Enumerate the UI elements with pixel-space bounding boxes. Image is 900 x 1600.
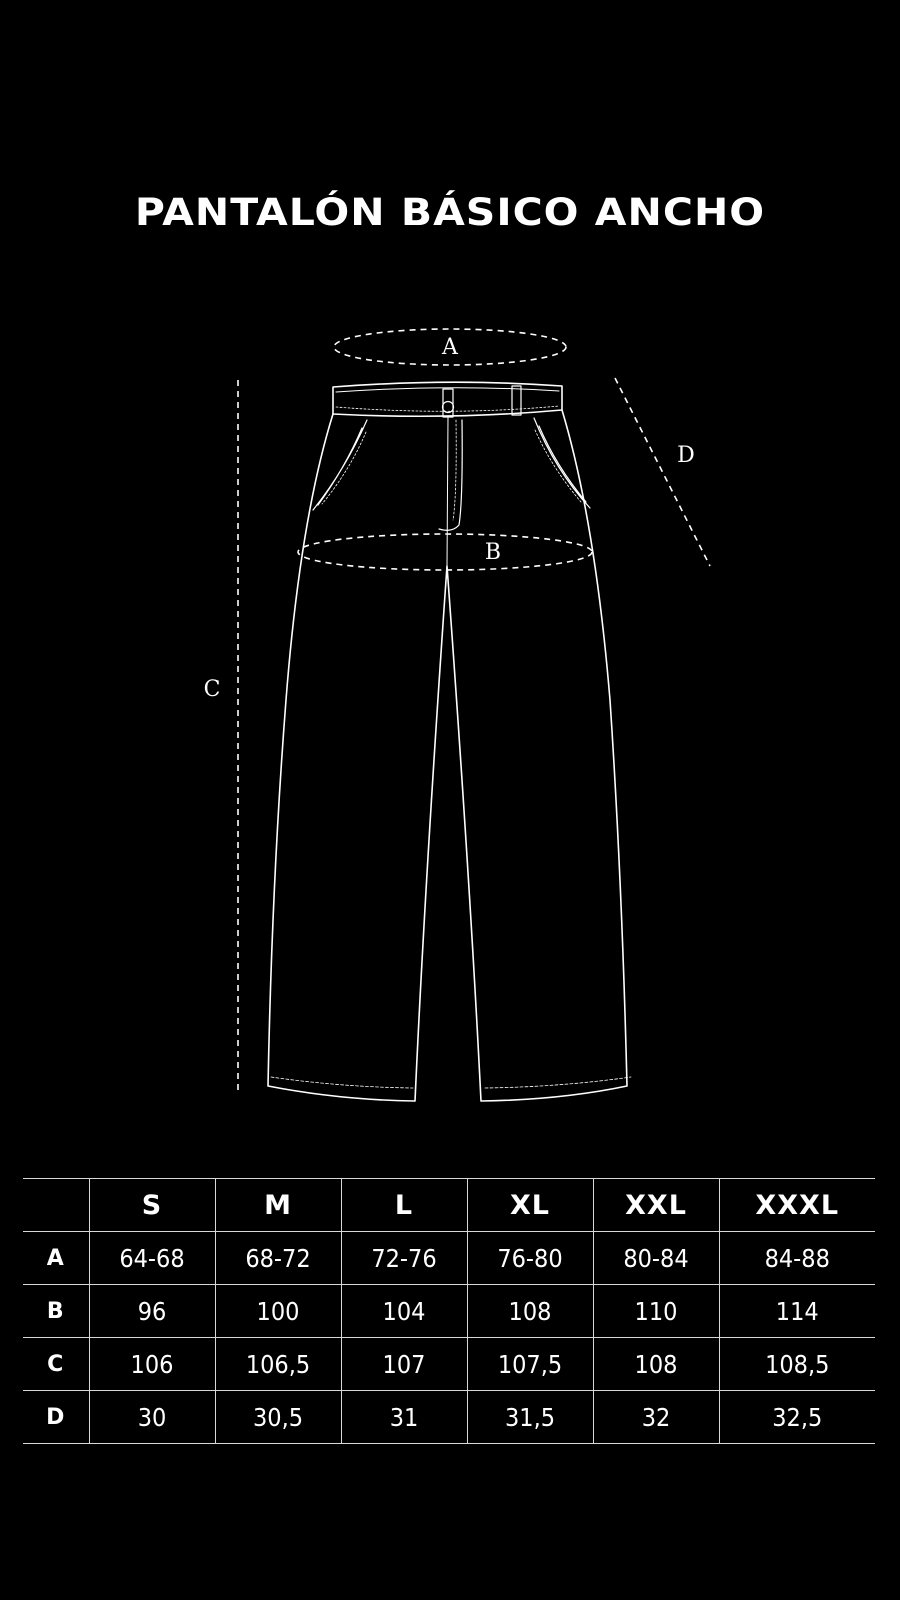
fly-seam xyxy=(438,419,463,531)
table-row: B 96 100 104 108 110 114 xyxy=(23,1284,875,1338)
row-label: C xyxy=(23,1337,89,1391)
size-header: XL xyxy=(466,1178,593,1232)
table-cell: 108,5 xyxy=(718,1337,875,1391)
table-cell: 30,5 xyxy=(214,1390,341,1444)
button xyxy=(441,400,455,414)
measure-a-label: A xyxy=(441,335,459,360)
measure-c-label: C xyxy=(204,677,221,702)
measure-b-guide xyxy=(297,533,593,571)
hem-stitch-right xyxy=(484,1076,632,1089)
center-seam xyxy=(446,416,449,567)
size-table: S M L XL XXL XXXL A 64-68 68-72 72-76 76… xyxy=(23,1178,875,1444)
measure-d-label: D xyxy=(677,443,695,468)
table-cell: 31,5 xyxy=(466,1390,593,1444)
table-cell: 30 xyxy=(88,1390,215,1444)
table-cell: 108 xyxy=(466,1284,593,1338)
table-cell: 68-72 xyxy=(214,1231,341,1285)
table-cell: 104 xyxy=(340,1284,467,1338)
table-cell: 100 xyxy=(214,1284,341,1338)
row-label: D xyxy=(23,1390,89,1444)
table-cell: 76-80 xyxy=(466,1231,593,1285)
pocket-right xyxy=(533,417,591,509)
measure-a-guide xyxy=(333,328,567,366)
size-header: XXL xyxy=(592,1178,719,1232)
page-title: PANTALÓN BÁSICO ANCHO xyxy=(134,189,766,235)
table-cell: 31 xyxy=(340,1390,467,1444)
table-row: C 106 106,5 107 107,5 108 108,5 xyxy=(23,1337,875,1391)
belt-loop xyxy=(511,385,522,416)
fly-stitch xyxy=(452,419,457,521)
size-header: L xyxy=(340,1178,467,1232)
table-cell: 107 xyxy=(340,1337,467,1391)
table-cell: 107,5 xyxy=(466,1337,593,1391)
row-label: B xyxy=(23,1284,89,1338)
measure-d-guide xyxy=(614,377,711,567)
corner-cell xyxy=(23,1178,89,1232)
measure-b-label: B xyxy=(485,540,501,565)
hem-stitch-left xyxy=(270,1076,414,1089)
table-cell: 114 xyxy=(718,1284,875,1338)
table-cell: 32,5 xyxy=(718,1390,875,1444)
table-cell: 64-68 xyxy=(88,1231,215,1285)
waistband-bottom-stitch xyxy=(335,405,560,412)
size-header: XXXL xyxy=(718,1178,875,1232)
pants-diagram: A B C D xyxy=(203,328,711,1102)
table-cell: 108 xyxy=(592,1337,719,1391)
table-cell: 80-84 xyxy=(592,1231,719,1285)
table-row: D 30 30,5 31 31,5 32 32,5 xyxy=(23,1390,875,1444)
table-cell: 110 xyxy=(592,1284,719,1338)
table-row: A 64-68 68-72 72-76 76-80 80-84 84-88 xyxy=(23,1231,875,1285)
row-label: A xyxy=(23,1231,89,1285)
size-header: M xyxy=(214,1178,341,1232)
table-cell: 72-76 xyxy=(340,1231,467,1285)
table-cell: 32 xyxy=(592,1390,719,1444)
table-cell: 96 xyxy=(88,1284,215,1338)
pocket-right-stitch xyxy=(534,429,582,503)
waistband-top-edge xyxy=(335,387,560,393)
table-cell: 84-88 xyxy=(718,1231,875,1285)
pocket-left-stitch xyxy=(321,431,367,505)
table-cell: 106,5 xyxy=(214,1337,341,1391)
size-header: S xyxy=(88,1178,215,1232)
table-cell: 106 xyxy=(88,1337,215,1391)
size-header-row: S M L XL XXL XXXL xyxy=(23,1178,875,1232)
pocket-left xyxy=(312,419,368,511)
